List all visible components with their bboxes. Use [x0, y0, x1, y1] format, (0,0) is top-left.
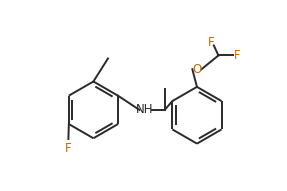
Text: O: O	[192, 63, 201, 76]
Text: F: F	[65, 142, 71, 155]
Text: F: F	[234, 49, 240, 62]
Text: F: F	[208, 36, 214, 49]
Text: NH: NH	[136, 103, 154, 116]
